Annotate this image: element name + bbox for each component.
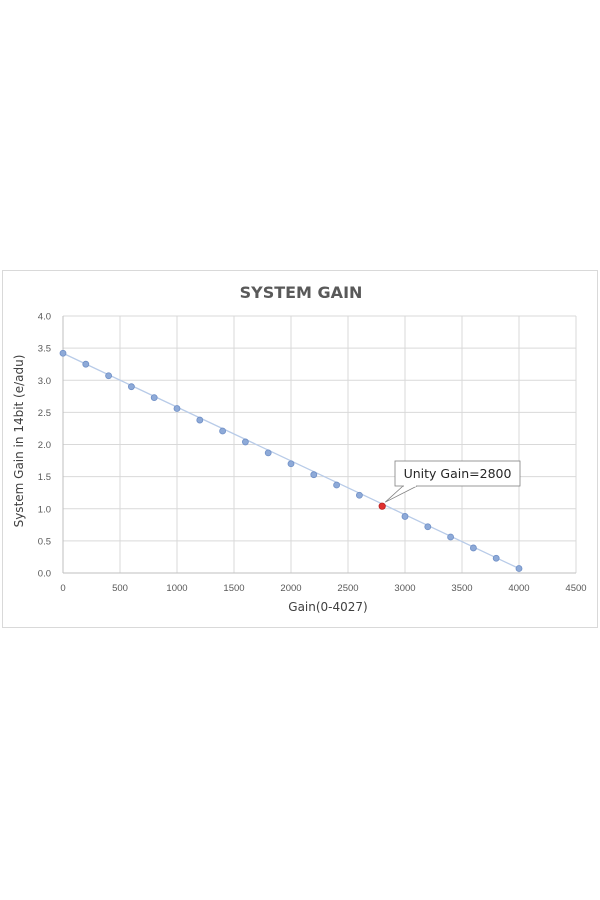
data-point — [241, 438, 249, 446]
data-point — [287, 460, 295, 468]
callout-box — [394, 460, 521, 487]
data-point — [310, 471, 318, 479]
grid-lines — [63, 315, 577, 573]
x-tick-label: 4000 — [508, 583, 529, 594]
y-tick-label: 3.5 — [38, 344, 51, 355]
y-tick-label: 0.0 — [38, 569, 51, 580]
data-point — [127, 383, 135, 391]
data-point — [355, 491, 363, 499]
x-tick-label: 0 — [60, 583, 65, 594]
x-tick-label: 4500 — [565, 583, 586, 594]
system-gain-chart: 0 500 1000 1500 2000 2500 3000 3500 4000 4500 0.0 0… — [12, 283, 587, 614]
chart-title: SYSTEM GAIN — [240, 283, 363, 302]
unity-gain-point — [378, 502, 386, 510]
chart-frame: 0 500 1000 1500 2000 2500 3000 3500 4000 4500 0.0 0… — [2, 270, 598, 628]
y-tick-label: 2.0 — [38, 440, 51, 451]
x-axis-title: Gain(0-4027) — [288, 600, 367, 614]
data-point — [492, 554, 500, 562]
data-point — [264, 449, 272, 457]
y-tick-label: 4.0 — [38, 312, 51, 323]
annotation: Unity Gain=2800 — [384, 460, 521, 503]
data-point — [173, 405, 181, 412]
data-point — [196, 416, 204, 424]
y-axis-title: System Gain in 14bit (e/adu) — [12, 355, 26, 528]
data-point — [424, 523, 432, 531]
x-tick-label: 2000 — [280, 583, 301, 594]
callout-pointer — [384, 485, 418, 503]
data-point — [105, 372, 112, 380]
callout-label: Unity Gain=2800 — [404, 466, 512, 481]
y-tick-label: 3.0 — [38, 376, 51, 387]
x-tick-label: 3000 — [394, 583, 415, 594]
x-tick-label: 500 — [112, 583, 128, 594]
data-point — [150, 394, 158, 401]
y-tick-label: 0.5 — [38, 536, 51, 547]
data-point — [219, 427, 227, 435]
data-point — [333, 481, 341, 489]
x-tick-label: 1000 — [166, 583, 187, 594]
x-tick-label: 1500 — [223, 583, 244, 594]
y-tick-label: 2.5 — [38, 408, 51, 419]
data-point — [515, 565, 523, 572]
y-tick-label: 1.5 — [38, 472, 51, 483]
data-point — [401, 513, 409, 520]
data-point — [82, 360, 90, 368]
data-point — [59, 349, 67, 357]
data-point — [447, 533, 455, 541]
y-tick-label: 1.0 — [38, 504, 51, 515]
axes — [62, 316, 576, 574]
tick-labels: 0 500 1000 1500 2000 2500 3000 3500 4000 4500 0.0 0… — [38, 312, 587, 595]
x-tick-label: 3500 — [451, 583, 472, 594]
data-point — [469, 544, 477, 552]
x-tick-label: 2500 — [337, 583, 358, 594]
data-points — [59, 349, 523, 572]
